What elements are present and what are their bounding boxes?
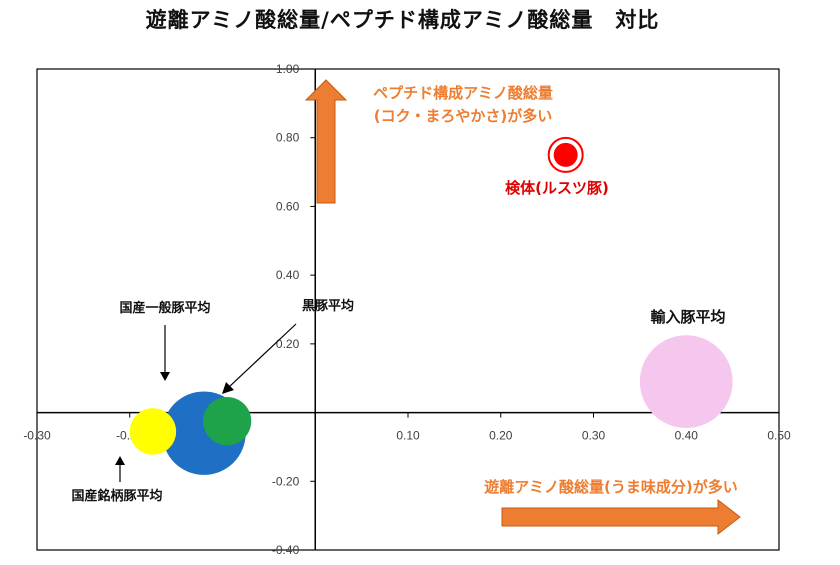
bubble-group bbox=[129, 136, 733, 475]
plot-frame bbox=[36, 68, 780, 551]
leader-arrowhead-kokusan-ippan bbox=[160, 372, 170, 381]
bubble-point-3 bbox=[639, 335, 733, 429]
chart-title: 遊離アミノ酸総量/ペプチド構成アミノ酸総量 対比 bbox=[145, 8, 660, 32]
right-arrow bbox=[501, 498, 741, 536]
y-tick-label: 0.80 bbox=[276, 131, 300, 145]
x-tick-label: 0.50 bbox=[767, 429, 791, 443]
x-tick-label: 0.10 bbox=[396, 429, 420, 443]
y-tick-label: -0.20 bbox=[272, 474, 300, 488]
label-kokusan-ippan: 国産一般豚平均 bbox=[119, 300, 210, 316]
label-import: 輸入豚平均 bbox=[650, 308, 725, 326]
annotation-free-amino: 遊離アミノ酸総量(うま味成分)が多い bbox=[484, 478, 737, 496]
leader-arrowhead-meigara bbox=[115, 456, 125, 465]
up-arrow bbox=[304, 79, 348, 204]
annotation-peptide-line1: ペプチド構成アミノ酸総量 bbox=[373, 84, 553, 102]
label-specimen: 検体(ルスツ豚) bbox=[505, 179, 609, 197]
x-tick-label: 0.20 bbox=[489, 429, 513, 443]
y-tick-label: 0.20 bbox=[276, 337, 300, 351]
label-meigara: 国産銘柄豚平均 bbox=[71, 488, 162, 504]
x-tick-label: 0.30 bbox=[582, 429, 606, 443]
bubble-point-2 bbox=[129, 408, 177, 455]
annotation-peptide-line2: (コク・まろやかさ)が多い bbox=[374, 107, 552, 125]
label-kurobuta: 黒豚平均 bbox=[302, 298, 354, 314]
leader-arrowhead-kurobuta bbox=[222, 382, 234, 394]
specimen-marker-dot bbox=[553, 142, 578, 167]
y-tick-label: -0.40 bbox=[272, 543, 300, 557]
y-tick-label: 0.60 bbox=[276, 199, 300, 213]
x-tick-label: -0.30 bbox=[23, 429, 51, 443]
y-tick-label: 0.40 bbox=[276, 268, 300, 282]
bubble-point-1 bbox=[203, 397, 252, 446]
x-tick-label: 0.40 bbox=[675, 429, 699, 443]
leader-arrow-kurobuta bbox=[228, 323, 297, 388]
y-tick-label: 1.00 bbox=[276, 62, 300, 76]
